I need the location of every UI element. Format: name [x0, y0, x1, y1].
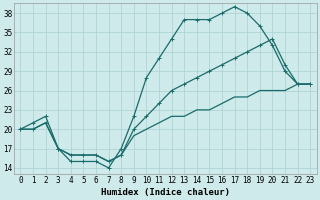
X-axis label: Humidex (Indice chaleur): Humidex (Indice chaleur): [101, 188, 230, 197]
